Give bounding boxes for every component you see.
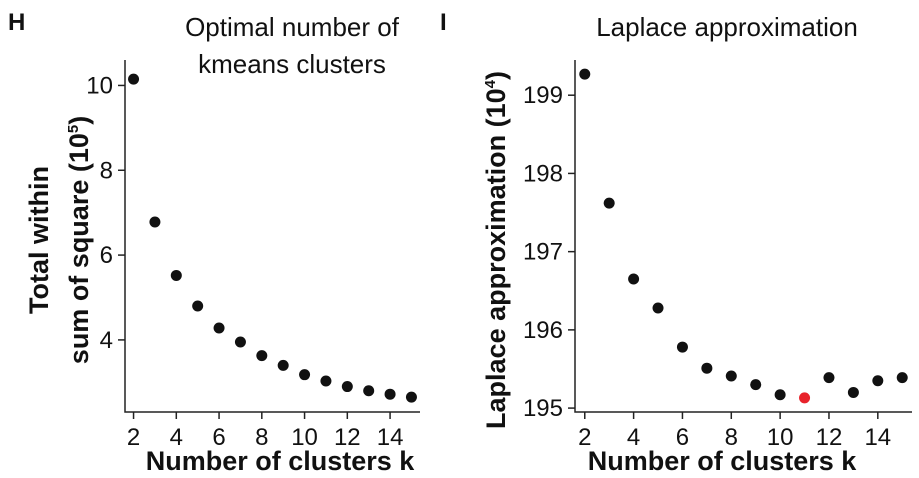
panel-i-y-tick-label: 198 xyxy=(523,160,563,187)
panel-h-data-point xyxy=(213,322,225,334)
panel-h-x-tick-label: 12 xyxy=(334,424,361,451)
panel-h-y-tick-label: 4 xyxy=(100,327,113,354)
panel-h-ylabel-line-1: Total within xyxy=(24,166,54,314)
panel-h-data-point xyxy=(299,369,311,381)
panel-h-x-tick-label: 8 xyxy=(255,424,268,451)
panel-i-letter: I xyxy=(440,9,447,36)
panel-i: I Laplace approximation Laplace approxim… xyxy=(440,9,912,476)
panel-i-xlabel: Number of clusters k xyxy=(588,446,858,476)
panel-i-data-point xyxy=(725,370,737,382)
panel-h-axes xyxy=(124,60,420,413)
panel-i-data-point xyxy=(603,197,615,209)
panel-h-title-line-1: Optimal number of xyxy=(185,12,400,42)
panel-h-data-point xyxy=(128,73,140,85)
panel-h-data-point xyxy=(234,336,246,348)
panel-i-data-point xyxy=(896,372,908,384)
panel-i-x-tick-label: 8 xyxy=(725,424,738,451)
panel-h-x-tick-label: 2 xyxy=(127,424,140,451)
panel-i-data-point xyxy=(774,389,786,401)
panel-h-x-tick-label: 10 xyxy=(291,424,318,451)
panel-h-ylabel-line-1-group: Total within xyxy=(24,166,54,314)
panel-i-x-tick-label: 10 xyxy=(767,424,794,451)
panel-h-data-point xyxy=(320,375,332,387)
panel-h-data-point xyxy=(384,388,396,400)
panel-i-y-tick-label: 195 xyxy=(523,395,563,422)
panel-i-data-point xyxy=(628,273,640,285)
panel-i-x-tick-label: 2 xyxy=(578,424,591,451)
panel-h-plot-area: 2 4 6 8 10 12 14 4 6 8 10 xyxy=(86,60,420,451)
panel-h: H Optimal number of kmeans clusters Tota… xyxy=(8,9,420,476)
panel-h-data-point xyxy=(341,381,353,393)
panel-i-data-point xyxy=(847,386,859,398)
panel-h-x-tick-label: 6 xyxy=(212,424,225,451)
panel-i-data-point xyxy=(701,362,713,374)
panel-h-x-tick-label: 14 xyxy=(377,424,404,451)
panel-i-y-tick-label: 196 xyxy=(523,317,563,344)
panel-i-y-tick-label: 199 xyxy=(523,82,563,109)
panel-h-ylabel-line-2: sum of square (105) xyxy=(64,116,94,364)
panel-i-data-point xyxy=(823,372,835,384)
panel-h-data-point xyxy=(170,269,182,281)
panel-h-y-tick-label: 6 xyxy=(100,242,113,269)
panel-i-x-tick-label: 4 xyxy=(627,424,640,451)
panel-i-x-tick-label: 14 xyxy=(864,424,891,451)
panel-i-plot-area: 2 4 6 8 10 12 14 195 196 197 198 199 xyxy=(523,60,912,451)
panel-h-data-point xyxy=(363,385,375,397)
panel-h-y-tick-label: 8 xyxy=(100,157,113,184)
panel-h-ylabel-line-2-group: sum of square (105) xyxy=(64,116,94,364)
panel-i-data-point xyxy=(750,379,762,391)
panel-h-x-tick-label: 4 xyxy=(170,424,183,451)
panel-i-ylabel: Laplace approximation (104) xyxy=(481,71,511,429)
panel-i-axes xyxy=(574,60,912,413)
panel-h-data-point xyxy=(256,350,268,362)
panel-h-letter: H xyxy=(8,9,25,36)
panel-h-data-point xyxy=(405,391,417,403)
panel-h-y-tick-label: 10 xyxy=(86,72,113,99)
panel-i-y-tick-label: 197 xyxy=(523,239,563,266)
panel-i-data-point xyxy=(676,341,688,353)
panel-i-data-point xyxy=(579,68,591,80)
panel-i-x-tick-label: 6 xyxy=(676,424,689,451)
panel-i-title: Laplace approximation xyxy=(596,12,858,42)
panel-i-highlighted-point xyxy=(799,392,811,404)
panel-h-data-point xyxy=(277,359,289,371)
panel-i-data-point xyxy=(872,375,884,387)
panel-h-xlabel: Number of clusters k xyxy=(146,446,416,476)
panel-i-data-point xyxy=(652,302,664,314)
panel-h-title-line-2: kmeans clusters xyxy=(198,49,386,79)
panel-h-data-point xyxy=(192,300,204,312)
panel-i-x-tick-label: 12 xyxy=(816,424,843,451)
panel-i-ylabel-group: Laplace approximation (104) xyxy=(481,71,511,429)
panel-h-data-point xyxy=(149,216,161,228)
